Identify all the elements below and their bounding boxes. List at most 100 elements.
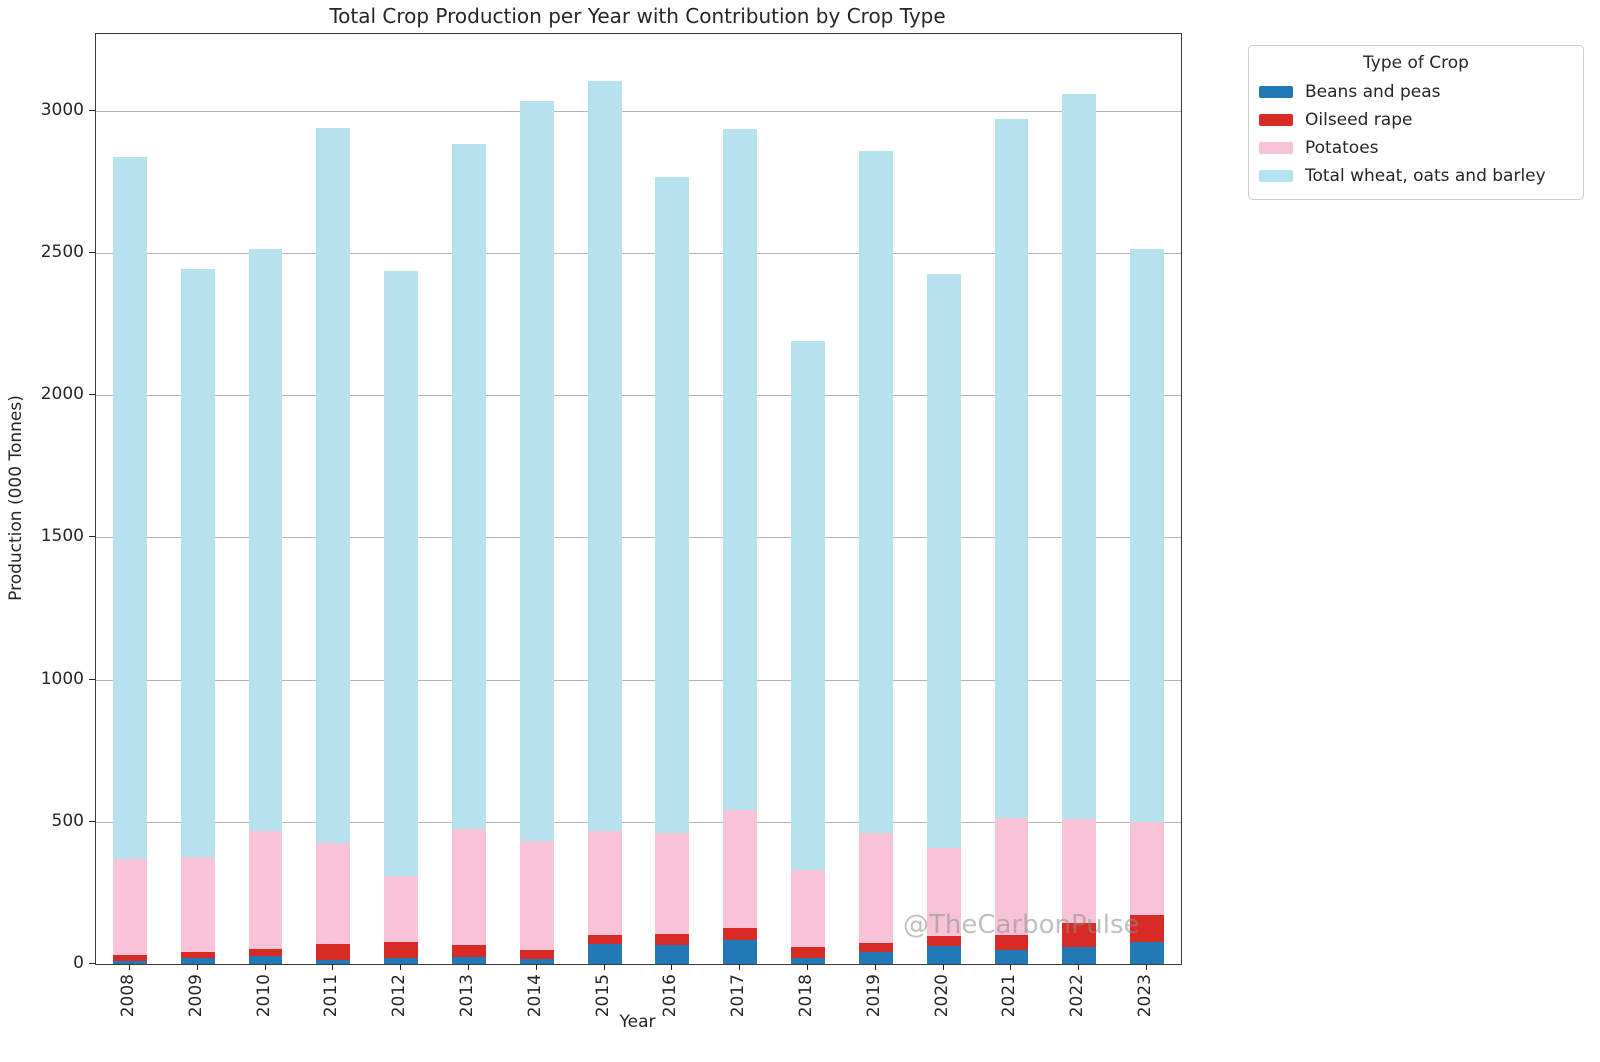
y-tick-label: 0 (73, 953, 84, 973)
legend-entry-label: Total wheat, oats and barley (1305, 166, 1546, 186)
x-tick-label-2018: 2018 (796, 974, 817, 1018)
bar-segment-total-wheat-oats-and-barley (384, 271, 419, 877)
y-tick-mark (89, 394, 95, 396)
x-tick-mark (128, 964, 130, 970)
bar-segment-beans-and-peas (1062, 947, 1097, 964)
chart-title: Total Crop Production per Year with Cont… (329, 4, 946, 28)
legend-title: Type of Crop (1363, 53, 1469, 73)
gridline-2500 (96, 252, 1181, 254)
y-tick-label: 500 (51, 810, 84, 831)
bar-segment-oilseed-rape (723, 928, 758, 941)
watermark: @TheCarbonPulse (903, 910, 1140, 940)
legend: Type of Crop Beans and peas Oilseed rape P… (1248, 45, 1584, 200)
legend-entry-potatoes: Potatoes (1259, 134, 1573, 162)
bar-segment-total-wheat-oats-and-barley (655, 177, 690, 834)
bar-segment-potatoes (519, 840, 554, 950)
bar-segment-beans-and-peas (180, 957, 215, 964)
bar-segment-beans-and-peas (112, 960, 147, 964)
bar-segment-potatoes (587, 831, 622, 935)
legend-entries: Beans and peas Oilseed rape Potatoes Total … (1259, 78, 1573, 190)
bar-segment-total-wheat-oats-and-barley (452, 143, 486, 829)
bar-segment-beans-and-peas (723, 940, 758, 964)
x-tick-label-2011: 2011 (321, 974, 342, 1018)
bar-segment-total-wheat-oats-and-barley (994, 119, 1029, 819)
gridline-2000 (96, 395, 1181, 397)
bar-2011 (316, 34, 351, 964)
gridline-3000 (96, 110, 1181, 112)
legend-swatch-potatoes (1259, 142, 1293, 154)
x-tick-label-2010: 2010 (253, 974, 274, 1018)
bar-segment-beans-and-peas (994, 949, 1029, 964)
x-tick-mark (400, 964, 402, 970)
bar-segment-beans-and-peas (858, 952, 893, 964)
bar-segment-potatoes (994, 818, 1029, 935)
x-axis-label: Year (619, 1012, 656, 1032)
y-tick-label: 1500 (40, 526, 84, 547)
legend-swatch-beans-and-peas (1259, 86, 1293, 98)
bar-segment-potatoes (248, 830, 283, 949)
x-tick-mark (535, 964, 537, 970)
bar-segment-oilseed-rape (452, 944, 486, 958)
bar-segment-total-wheat-oats-and-barley (180, 268, 215, 857)
x-tick-label-2015: 2015 (592, 974, 613, 1018)
bar-2020 (926, 34, 961, 964)
bar-segment-oilseed-rape (791, 947, 825, 959)
gridline-1000 (96, 679, 1181, 681)
bar-2018 (791, 34, 825, 964)
bar-segment-total-wheat-oats-and-barley (723, 129, 758, 810)
bar-segment-beans-and-peas (1130, 942, 1165, 964)
x-tick-mark (196, 964, 198, 970)
legend-swatch-total-wheat-oats-and-barley (1259, 170, 1293, 182)
bar-segment-total-wheat-oats-and-barley (587, 80, 622, 832)
bar-segment-oilseed-rape (316, 944, 351, 960)
bar-segment-potatoes (1130, 821, 1165, 915)
bar-segment-beans-and-peas (316, 959, 351, 964)
bar-segment-oilseed-rape (587, 934, 622, 944)
gridline-1500 (96, 537, 1181, 539)
bar-segment-total-wheat-oats-and-barley (248, 248, 283, 831)
x-tick-mark (264, 964, 266, 970)
y-tick-mark (89, 109, 95, 111)
legend-swatch-oilseed-rape (1259, 114, 1293, 126)
bar-2012 (384, 34, 419, 964)
bar-segment-total-wheat-oats-and-barley (1130, 248, 1165, 822)
bar-segment-potatoes (180, 856, 215, 953)
bar-2016 (655, 34, 690, 964)
bar-segment-oilseed-rape (1130, 914, 1165, 943)
legend-entry-label: Potatoes (1305, 138, 1379, 158)
bar-segment-potatoes (791, 869, 825, 948)
x-tick-mark (874, 964, 876, 970)
bar-segment-oilseed-rape (655, 933, 690, 945)
x-tick-mark (807, 964, 809, 970)
bar-segment-total-wheat-oats-and-barley (791, 341, 825, 870)
bar-2021 (994, 34, 1029, 964)
bar-segment-beans-and-peas (587, 943, 622, 964)
y-tick-label: 2000 (40, 384, 84, 405)
bar-segment-potatoes (384, 876, 419, 943)
bar-segment-total-wheat-oats-and-barley (519, 100, 554, 841)
bar-2017 (723, 34, 758, 964)
legend-entry-label: Beans and peas (1305, 82, 1441, 102)
bar-segment-beans-and-peas (248, 956, 283, 964)
bar-2023 (1130, 34, 1165, 964)
gridline-500 (96, 821, 1181, 823)
x-tick-mark (671, 964, 673, 970)
bar-segment-beans-and-peas (926, 946, 961, 964)
plot-area (95, 33, 1182, 965)
bar-segment-total-wheat-oats-and-barley (112, 156, 147, 859)
bar-2013 (452, 34, 486, 964)
y-tick-label: 3000 (40, 99, 84, 120)
x-tick-label-2023: 2023 (1135, 974, 1156, 1018)
bar-segment-oilseed-rape (248, 948, 283, 957)
bar-segment-potatoes (452, 828, 486, 945)
x-tick-label-2013: 2013 (456, 974, 477, 1018)
bar-segment-oilseed-rape (384, 942, 419, 959)
bar-segment-potatoes (723, 809, 758, 929)
x-tick-label-2012: 2012 (389, 974, 410, 1018)
y-tick-label: 1000 (40, 668, 84, 689)
x-tick-mark (1078, 964, 1080, 970)
y-tick-mark (89, 678, 95, 680)
x-tick-mark (942, 964, 944, 970)
legend-entry-total-wheat-oats-and-barley: Total wheat, oats and barley (1259, 162, 1573, 190)
